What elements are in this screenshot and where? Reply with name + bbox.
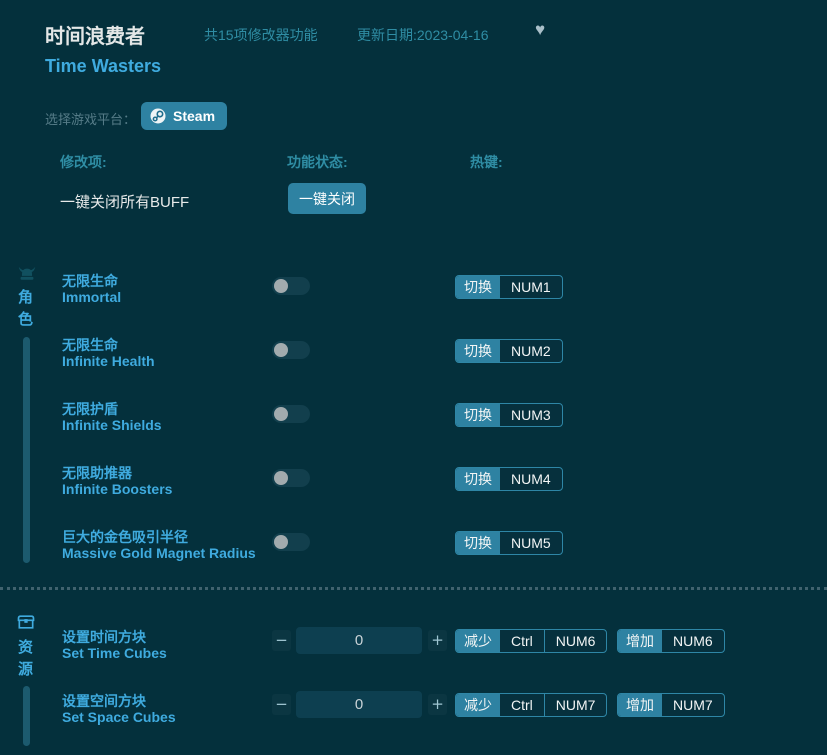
cheat-name-en: Immortal (62, 289, 122, 305)
cheat-row-infinite-health: 无限生命 Infinite Health 切换 NUM2 (0, 335, 827, 399)
cheat-name-en: Massive Gold Magnet Radius (62, 545, 256, 561)
helmet-icon (16, 264, 38, 291)
chest-icon (16, 612, 36, 637)
cheat-name-cn: 巨大的金色吸引半径 (62, 529, 188, 545)
hotkey-chip[interactable]: 切换 NUM3 (455, 403, 563, 427)
hotkey-key-label: NUM2 (511, 343, 551, 359)
hotkey-chip[interactable]: 切换 NUM1 (455, 275, 563, 299)
cheat-name-en: Infinite Shields (62, 417, 162, 433)
section-label-resources: 资源 (18, 639, 34, 678)
cheat-name-cn: 无限助推器 (62, 465, 132, 481)
hotkey-action-label: 减少 (456, 694, 500, 716)
page-title-english: Time Wasters (45, 56, 162, 76)
platform-select-label: 选择游戏平台： (45, 112, 137, 127)
toggle-switch[interactable] (272, 469, 310, 487)
steam-platform-button[interactable]: Steam (141, 102, 228, 130)
hotkey-key-label: NUM7 (673, 697, 713, 713)
cheat-name-cn: 设置空间方块 (62, 693, 146, 709)
hotkey-action-label: 切换 (456, 404, 500, 426)
hotkey-action-label: 减少 (456, 630, 500, 652)
cheat-name-en: Infinite Boosters (62, 481, 173, 497)
cheat-name-en: Set Time Cubes (62, 645, 167, 661)
hotkey-chip-increase[interactable]: 增加 NUM6 (617, 629, 725, 653)
column-header-hotkey: 热键: (470, 154, 503, 170)
cheat-name-en: Set Space Cubes (62, 709, 176, 725)
cheat-name-en: Infinite Health (62, 353, 155, 369)
hotkey-action-label: 切换 (456, 532, 500, 554)
cheat-row-set-time-cubes: 设置时间方块 Set Time Cubes − 0 + 减少 Ctrl NUM6… (0, 627, 827, 691)
hotkey-action-label: 切换 (456, 276, 500, 298)
toggle-switch[interactable] (272, 277, 310, 295)
hotkey-key-label: NUM6 (543, 630, 607, 652)
feature-count-label: 共15项修改器功能 (204, 27, 318, 43)
hotkey-key-label: NUM4 (511, 471, 551, 487)
hotkey-chip-increase[interactable]: 增加 NUM7 (617, 693, 725, 717)
steam-logo-icon (149, 107, 167, 125)
toggle-knob (274, 279, 288, 293)
hotkey-key-label: NUM6 (673, 633, 713, 649)
heart-icon[interactable]: ♥ (535, 20, 546, 39)
cheat-name-cn: 无限生命 (62, 273, 118, 289)
cheat-row-set-space-cubes: 设置空间方块 Set Space Cubes − 0 + 减少 Ctrl NUM… (0, 691, 827, 755)
hotkey-modifier-label: Ctrl (511, 697, 533, 713)
hotkey-modifier-label: Ctrl (511, 633, 533, 649)
toggle-knob (274, 471, 288, 485)
cheat-row-infinite-boosters: 无限助推器 Infinite Boosters 切换 NUM4 (0, 463, 827, 527)
steam-button-label: Steam (173, 108, 216, 124)
disable-all-buffs-button[interactable]: 一键关闭 (288, 183, 366, 214)
hotkey-key-label: NUM5 (511, 535, 551, 551)
toggle-knob (274, 535, 288, 549)
hotkey-key-label: NUM1 (511, 279, 551, 295)
hotkey-chip[interactable]: 切换 NUM5 (455, 531, 563, 555)
hotkey-key-label: NUM7 (543, 694, 607, 716)
hotkey-action-label: 增加 (618, 630, 662, 652)
toggle-switch[interactable] (272, 405, 310, 423)
value-input[interactable]: 0 (296, 691, 422, 718)
cheat-name-cn: 设置时间方块 (62, 629, 146, 645)
section-track-character (23, 337, 30, 563)
section-track-resources (23, 686, 30, 746)
column-header-status: 功能状态: (287, 154, 348, 170)
section-label-character: 角色 (18, 289, 34, 328)
cheat-row-gold-magnet-radius: 巨大的金色吸引半径 Massive Gold Magnet Radius 切换 … (0, 527, 827, 591)
column-header-item: 修改项: (60, 154, 107, 170)
hotkey-action-label: 切换 (456, 340, 500, 362)
toggle-switch[interactable] (272, 341, 310, 359)
toggle-knob (274, 343, 288, 357)
hotkey-key-label: NUM3 (511, 407, 551, 423)
increment-button[interactable]: + (428, 694, 447, 715)
update-date-label: 更新日期:2023-04-16 (357, 27, 489, 43)
hotkey-action-label: 切换 (456, 468, 500, 490)
value-input[interactable]: 0 (296, 627, 422, 654)
decrement-button[interactable]: − (272, 694, 291, 715)
toggle-knob (274, 407, 288, 421)
increment-button[interactable]: + (428, 630, 447, 651)
cheat-name-cn: 无限生命 (62, 337, 118, 353)
hotkey-chip-decrease[interactable]: 减少 Ctrl NUM6 (455, 629, 608, 653)
page-title: 时间浪费者 (45, 26, 145, 48)
toggle-switch[interactable] (272, 533, 310, 551)
hotkey-action-label: 增加 (618, 694, 662, 716)
hotkey-chip-decrease[interactable]: 减少 Ctrl NUM7 (455, 693, 608, 717)
hotkey-chip[interactable]: 切换 NUM4 (455, 467, 563, 491)
cheat-row-immortal: 无限生命 Immortal 切换 NUM1 (0, 271, 827, 335)
disable-all-buffs-label: 一键关闭所有BUFF (60, 194, 190, 211)
decrement-button[interactable]: − (272, 630, 291, 651)
cheat-name-cn: 无限护盾 (62, 401, 118, 417)
section-divider (0, 587, 827, 590)
hotkey-chip[interactable]: 切换 NUM2 (455, 339, 563, 363)
cheat-row-infinite-shields: 无限护盾 Infinite Shields 切换 NUM3 (0, 399, 827, 463)
